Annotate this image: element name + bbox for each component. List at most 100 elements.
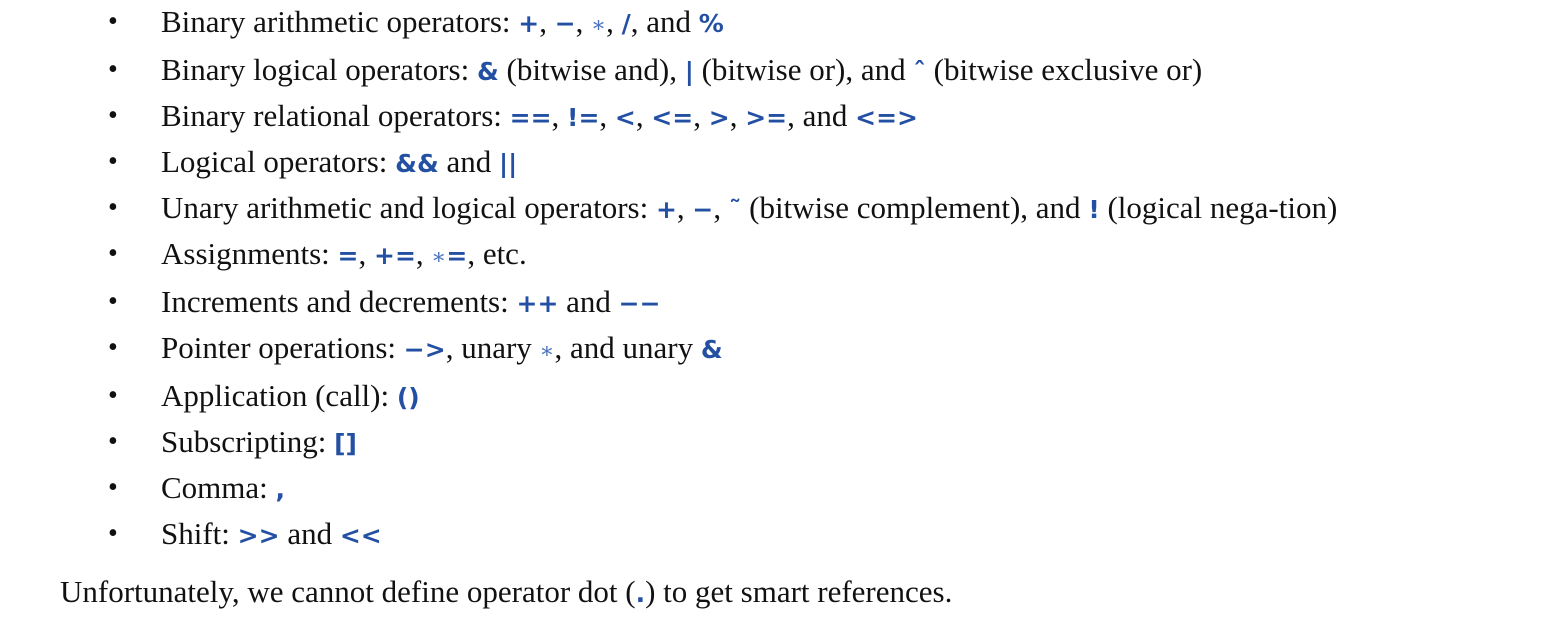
list-item-text: Assignments:: [161, 236, 338, 271]
bullet-icon: •: [108, 146, 118, 177]
operator-code: ˆ: [913, 57, 926, 86]
list-item-text: Logical operators:: [161, 144, 396, 179]
list-item-text: Unary arithmetic and logical operators:: [161, 190, 656, 225]
list-item-text: Subscripting:: [161, 424, 335, 459]
bullet-icon: •: [108, 100, 118, 131]
list-item-text: Comma:: [161, 470, 276, 505]
operator-code: +=: [374, 241, 416, 270]
operator-code: −: [692, 195, 714, 224]
closing-text-before: Unfortunately, we cannot define operator…: [60, 574, 636, 609]
bullet-icon: •: [108, 332, 118, 363]
bullet-icon: •: [108, 518, 118, 549]
list-item-text: , and unary: [554, 330, 701, 365]
list-item-text: (bitwise complement), and: [741, 190, 1089, 225]
bullet-icon: •: [108, 238, 118, 269]
operator-code: (): [396, 383, 420, 412]
list-item-text: Binary logical operators:: [161, 52, 477, 87]
closing-sentence: Unfortunately, we cannot define operator…: [60, 570, 952, 616]
operator-code: +: [518, 9, 540, 38]
operator-code: >>: [237, 521, 280, 550]
bullet-icon: •: [108, 6, 118, 37]
operator-code: +: [655, 195, 677, 224]
list-item-binary-logical: • Binary logical operators: & (bitwise an…: [0, 48, 1545, 94]
operator-code: ˜: [728, 195, 742, 224]
operator-code: <=>: [855, 103, 918, 132]
list-item-text: ,: [713, 190, 729, 225]
list-item-text: ,: [358, 236, 374, 271]
bullet-icon: •: [108, 380, 118, 411]
list-item-text: (bitwise and),: [498, 52, 685, 87]
bullet-icon: •: [108, 472, 118, 503]
operator-code: ,: [275, 475, 286, 504]
list-item-text: and: [558, 284, 619, 319]
list-item-text: Binary arithmetic operators:: [161, 4, 519, 39]
list-item-text: (bitwise or), and: [693, 52, 914, 87]
list-item-text: , and: [787, 98, 856, 133]
list-item-shift: • Shift: >> and <<: [0, 512, 1545, 558]
operator-list: • Binary arithmetic operators: +, −, ∗, /…: [0, 0, 1545, 558]
operator-code: <: [614, 103, 636, 132]
operator-code: []: [334, 429, 357, 458]
list-item-text: ,: [599, 98, 615, 133]
list-item-pointer: • Pointer operations: −>, unary ∗, and un…: [0, 326, 1545, 374]
operator-code: /: [621, 9, 631, 38]
operator-code: &: [700, 335, 723, 364]
list-item-application: • Application (call): (): [0, 374, 1545, 420]
operator-code: −>: [403, 335, 446, 364]
list-item-text: (logical nega-tion): [1099, 190, 1338, 225]
closing-code-dot: .: [635, 579, 646, 608]
list-item-logical: • Logical operators: && and ||: [0, 140, 1545, 186]
list-item-text: Shift:: [161, 516, 238, 551]
operator-code: &&: [395, 149, 439, 178]
operator-code: ∗: [431, 245, 447, 270]
list-item-binary-arithmetic: • Binary arithmetic operators: +, −, ∗, /…: [0, 0, 1545, 48]
list-item-text: Increments and decrements:: [161, 284, 517, 319]
list-item-text: ,: [415, 236, 432, 271]
operator-code: !=: [567, 103, 600, 132]
operator-code: ∗: [539, 339, 555, 364]
operator-code: ==: [509, 103, 552, 132]
list-item-text: ,: [551, 98, 568, 133]
list-item-text: Application (call):: [161, 378, 397, 413]
list-item-subscripting: • Subscripting: []: [0, 420, 1545, 466]
list-item-text: Binary relational operators:: [161, 98, 510, 133]
operator-code: <=: [651, 103, 694, 132]
list-item-comma: • Comma: ,: [0, 466, 1545, 512]
bullet-icon: •: [108, 426, 118, 457]
operator-code: %: [698, 9, 724, 38]
operator-code: &: [476, 57, 499, 86]
operator-code: ∗: [591, 13, 607, 38]
list-item-text: ,: [575, 4, 592, 39]
list-item-unary: • Unary arithmetic and logical operators:…: [0, 186, 1545, 232]
operator-code: =: [337, 241, 359, 270]
list-item-text: and: [438, 144, 500, 179]
bullet-icon: •: [108, 192, 118, 223]
operator-code: >: [708, 103, 730, 132]
operator-code: ++: [516, 289, 559, 318]
bullet-icon: •: [108, 286, 118, 317]
list-item-text: and: [279, 516, 340, 551]
operator-code: !: [1088, 195, 1100, 224]
operator-code: |: [684, 57, 694, 86]
list-item-text: ,: [606, 4, 622, 39]
operator-code: −: [554, 9, 576, 38]
list-item-text: (bitwise exclusive or): [925, 52, 1203, 87]
list-item-text: , unary: [445, 330, 540, 365]
list-item-text: ,: [635, 98, 652, 133]
list-item-text: ,: [693, 98, 709, 133]
operator-code: <<: [339, 521, 382, 550]
list-item-text: ,: [676, 190, 693, 225]
operator-code: =: [446, 241, 468, 270]
bullet-icon: •: [108, 54, 118, 85]
list-item-binary-relational: • Binary relational operators: ==, !=, <,…: [0, 94, 1545, 140]
list-item-text: , and: [630, 4, 699, 39]
list-item-text: Pointer operations:: [161, 330, 404, 365]
list-item-increments: • Increments and decrements: ++ and −−: [0, 280, 1545, 326]
operator-code: −−: [618, 289, 661, 318]
list-item-text: ,: [539, 4, 555, 39]
list-item-text: ,: [729, 98, 746, 133]
list-item-text: , etc.: [467, 236, 527, 271]
closing-text-after: ) to get smart references.: [645, 574, 953, 609]
list-item-assignments: • Assignments: =, +=, ∗=, etc.: [0, 232, 1545, 280]
